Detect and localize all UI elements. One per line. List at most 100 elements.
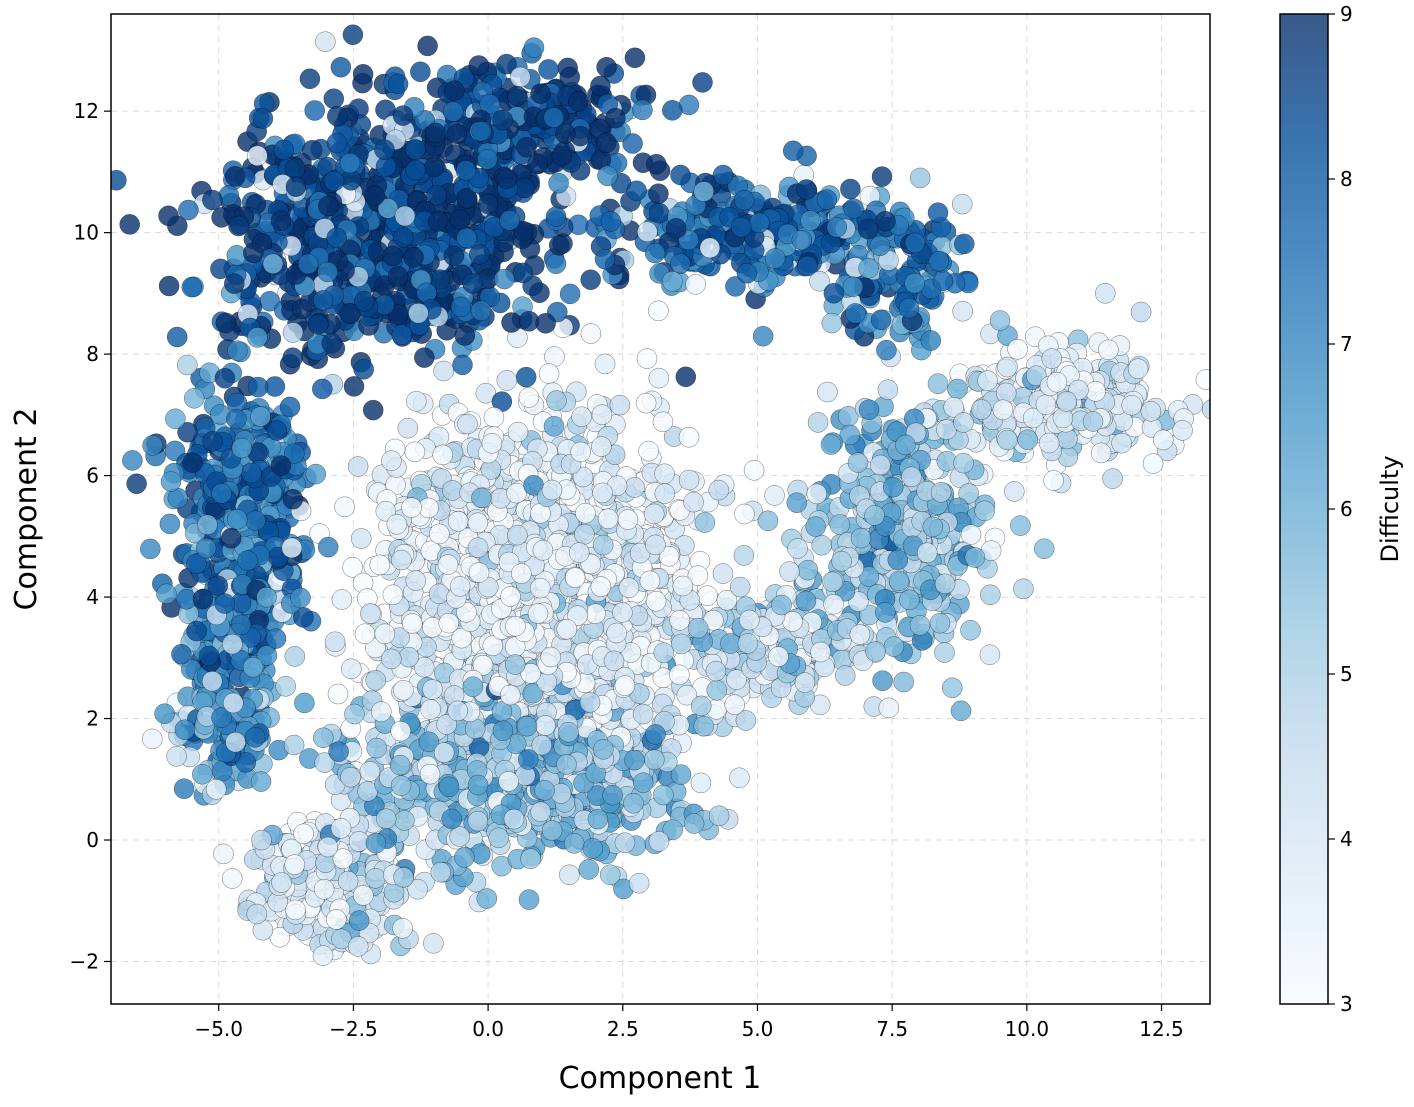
scatter-point bbox=[637, 349, 657, 369]
scatter-point bbox=[646, 154, 666, 174]
scatter-point bbox=[808, 412, 828, 432]
scatter-point bbox=[729, 768, 749, 788]
scatter-point bbox=[581, 270, 601, 290]
scatter-point bbox=[952, 194, 972, 214]
scatter-point bbox=[662, 271, 682, 291]
scatter-point bbox=[878, 380, 898, 400]
scatter-point bbox=[202, 190, 222, 210]
scatter-point bbox=[873, 671, 893, 691]
scatter-point bbox=[1004, 481, 1024, 501]
scatter-point bbox=[684, 814, 704, 834]
scatter-point bbox=[765, 485, 785, 505]
scatter-point bbox=[387, 514, 407, 534]
scatter-point bbox=[519, 387, 539, 407]
scatter-point bbox=[313, 946, 333, 966]
scatter-point bbox=[458, 414, 478, 434]
scatter-point bbox=[360, 604, 380, 624]
scatter-point bbox=[921, 331, 941, 351]
scatter-point bbox=[423, 933, 443, 953]
scatter-point bbox=[177, 355, 197, 375]
scatter-point bbox=[713, 564, 733, 584]
scatter-point bbox=[178, 200, 198, 220]
scatter-point bbox=[783, 141, 803, 161]
scatter-point bbox=[341, 659, 361, 679]
scatter-point bbox=[1128, 359, 1148, 379]
scatter-point bbox=[990, 311, 1010, 331]
scatter-point bbox=[564, 833, 584, 853]
scatter-point bbox=[120, 214, 140, 234]
scatter-point bbox=[366, 670, 386, 690]
scatter-point bbox=[351, 529, 371, 549]
scatter-point bbox=[954, 234, 974, 254]
scatter-point bbox=[798, 560, 818, 580]
scatter-point bbox=[1122, 395, 1142, 415]
scatter-point bbox=[332, 590, 352, 610]
scatter-point bbox=[325, 632, 345, 652]
scatter-point bbox=[637, 222, 657, 242]
scatter-point bbox=[649, 368, 669, 388]
scatter-point bbox=[559, 865, 579, 885]
scatter-point bbox=[392, 325, 412, 345]
scatter-point bbox=[734, 504, 754, 524]
scatter-point bbox=[590, 76, 610, 96]
scatter-point bbox=[510, 67, 530, 87]
scatter-point bbox=[980, 645, 1000, 665]
scatter-point bbox=[624, 793, 644, 813]
scatter-point bbox=[568, 91, 588, 111]
scatter-point bbox=[817, 190, 837, 210]
scatter-point bbox=[546, 254, 566, 274]
scatter-point bbox=[894, 672, 914, 692]
scatter-point bbox=[713, 165, 733, 185]
scatter-point bbox=[517, 137, 537, 157]
scatter-point bbox=[344, 704, 364, 724]
scatter-point bbox=[410, 62, 430, 82]
scatter-point bbox=[1010, 516, 1030, 536]
scatter-point bbox=[167, 327, 187, 347]
scatter-point bbox=[535, 716, 555, 736]
scatter-point bbox=[335, 497, 355, 517]
scatter-point bbox=[471, 301, 491, 321]
scatter-point bbox=[500, 210, 520, 230]
scatter-point bbox=[478, 194, 498, 214]
scatter-point bbox=[160, 514, 180, 534]
scatter-point bbox=[671, 165, 691, 185]
scatter-point bbox=[780, 562, 800, 582]
scatter-point bbox=[393, 918, 413, 938]
scatter-point bbox=[821, 435, 841, 455]
scatter-point bbox=[122, 450, 142, 470]
scatter-point bbox=[370, 555, 390, 575]
scatter-point bbox=[348, 457, 368, 477]
scatter-point bbox=[753, 326, 773, 346]
scatter-point bbox=[391, 776, 411, 796]
scatter-point bbox=[363, 400, 383, 420]
scatter-point bbox=[143, 435, 163, 455]
scatter-point bbox=[214, 844, 234, 864]
scatter-point bbox=[283, 323, 303, 343]
scatter-point bbox=[294, 693, 314, 713]
scatter-point bbox=[879, 698, 899, 718]
scatter-point bbox=[484, 407, 504, 427]
scatter-point bbox=[662, 100, 682, 120]
scatter-point bbox=[835, 666, 855, 686]
scatter-point bbox=[1196, 370, 1216, 390]
scatter-point bbox=[859, 400, 879, 420]
scatter-point bbox=[1018, 430, 1038, 450]
scatter-point bbox=[978, 371, 998, 391]
scatter-point bbox=[872, 167, 892, 187]
scatter-point bbox=[737, 263, 757, 283]
scatter-point bbox=[830, 515, 850, 535]
scatter-point bbox=[455, 326, 475, 346]
scatter-point bbox=[516, 367, 536, 387]
scatter-point bbox=[405, 442, 425, 462]
scatter-point bbox=[653, 412, 673, 432]
scatter-point bbox=[648, 301, 668, 321]
scatter-point bbox=[354, 359, 374, 379]
scatter-point bbox=[305, 101, 325, 121]
scatter-point bbox=[686, 274, 706, 294]
scatter-point bbox=[174, 779, 194, 799]
scatter-point bbox=[954, 453, 974, 473]
scatter-point bbox=[581, 324, 601, 344]
scatter-point bbox=[502, 313, 522, 333]
scatter-point bbox=[730, 577, 750, 597]
scatter-point bbox=[549, 173, 569, 193]
